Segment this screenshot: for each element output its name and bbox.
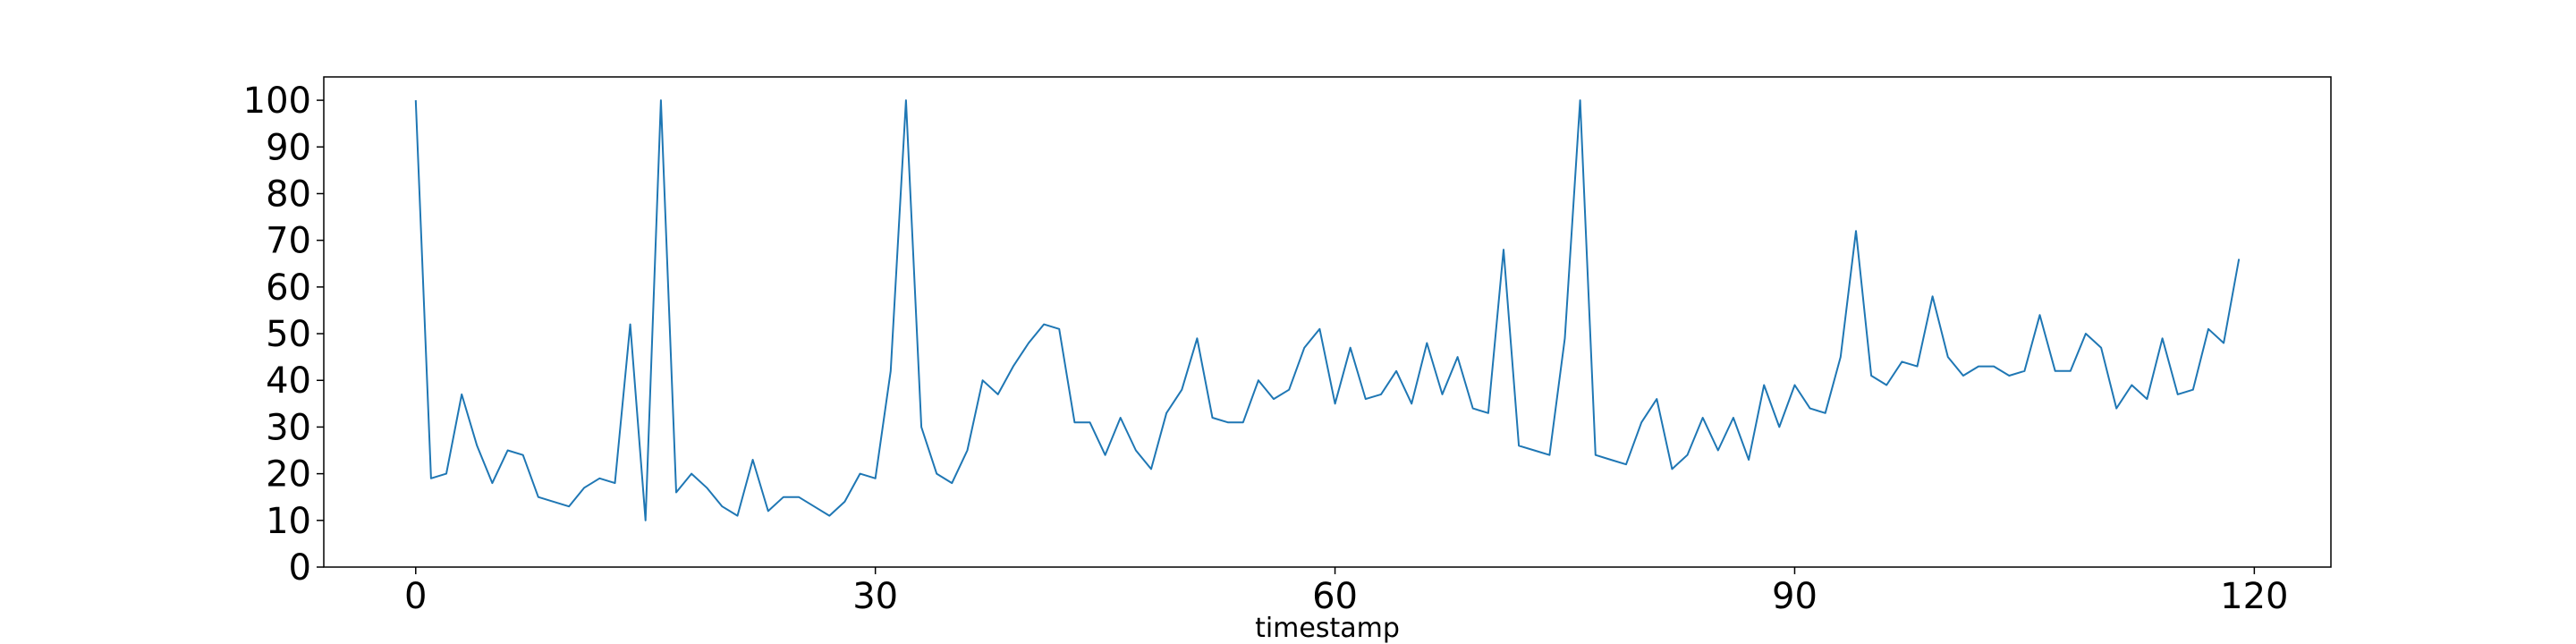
y-tick-label: 10 <box>266 501 311 542</box>
x-tick-label: 90 <box>1772 576 1818 617</box>
series-layer <box>414 99 2241 521</box>
y-tick-label: 80 <box>266 174 311 215</box>
y-tick-label: 40 <box>266 360 311 402</box>
y-tick-label: 0 <box>289 547 311 589</box>
y-tick-label: 90 <box>266 127 311 168</box>
y-tick-label: 70 <box>266 221 311 262</box>
ticks-layer: 0 30 60 90 120 0 10 20 30 40 50 60 70 80 90 100 <box>243 80 2289 617</box>
y-tick-label: 20 <box>266 454 311 496</box>
y-tick-label: 60 <box>266 267 311 309</box>
plot-area-frame <box>323 76 2332 568</box>
x-tick-label: 0 <box>404 576 427 617</box>
x-tick-label: 60 <box>1312 576 1358 617</box>
y-tick-label: 50 <box>266 314 311 355</box>
series-line <box>414 99 2241 521</box>
x-tick-label: 30 <box>852 576 898 617</box>
y-tick-label: 30 <box>266 407 311 448</box>
x-tick-label: 120 <box>2220 576 2288 617</box>
x-axis-title: timestamp <box>1255 613 1400 644</box>
y-tick-label: 100 <box>243 80 311 122</box>
